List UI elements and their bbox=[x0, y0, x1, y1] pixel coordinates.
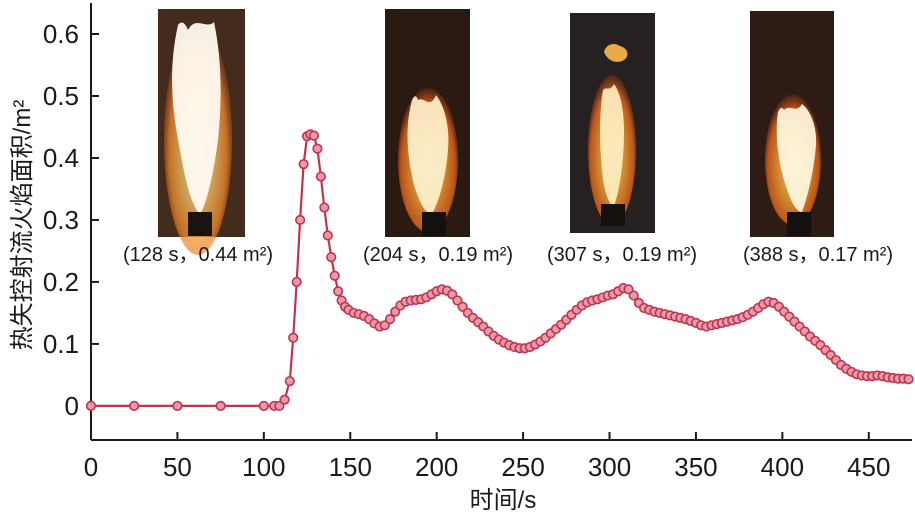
data-point bbox=[129, 400, 140, 412]
data-point bbox=[329, 270, 340, 281]
data-point bbox=[312, 143, 323, 154]
data-point bbox=[215, 400, 226, 412]
data-point bbox=[333, 286, 344, 297]
x-axis-title: 时间/s bbox=[470, 487, 537, 514]
flame-photo-2 bbox=[385, 9, 470, 237]
x-tick-label: 150 bbox=[329, 452, 372, 482]
x-axis: 0 50 100 150 200 250 300 350 400 450 bbox=[84, 432, 890, 482]
y-tick-label: 0.4 bbox=[43, 143, 79, 173]
data-point bbox=[319, 202, 330, 213]
x-tick-label: 0 bbox=[84, 452, 98, 482]
flame-photo-3 bbox=[570, 13, 655, 233]
data-point bbox=[295, 214, 306, 226]
x-tick-label: 350 bbox=[674, 452, 717, 482]
annotations: (128 s，0.44 m²) (204 s，0.19 m²) (307 s，0.1… bbox=[123, 244, 893, 266]
annotation-label: (388 s，0.17 m²) bbox=[743, 244, 893, 266]
data-point bbox=[279, 394, 290, 405]
y-tick-label: 0.3 bbox=[43, 205, 79, 235]
y-axis-title: 热失控射流火焰面积/m² bbox=[9, 100, 36, 351]
x-tick-label: 450 bbox=[847, 452, 890, 482]
axes-frame bbox=[90, 3, 912, 441]
y-tick-label: 0.2 bbox=[43, 267, 79, 297]
data-point bbox=[308, 130, 320, 141]
x-tick-label: 100 bbox=[242, 452, 285, 482]
x-tick-label: 300 bbox=[588, 452, 631, 482]
y-axis: 0 0.1 0.2 0.3 0.4 0.5 0.6 bbox=[43, 19, 99, 421]
y-tick-label: 0.5 bbox=[43, 81, 79, 111]
x-tick-label: 200 bbox=[415, 452, 458, 482]
data-point bbox=[326, 252, 337, 263]
annotation-label: (128 s，0.44 m²) bbox=[123, 244, 273, 266]
data-point bbox=[903, 374, 914, 385]
annotation-label: (204 s，0.19 m²) bbox=[363, 244, 513, 266]
data-point bbox=[172, 400, 183, 412]
data-point bbox=[315, 171, 326, 182]
data-series bbox=[85, 129, 914, 412]
data-point bbox=[322, 230, 333, 241]
data-point bbox=[258, 400, 269, 412]
data-point bbox=[298, 159, 309, 170]
y-tick-label: 0.1 bbox=[43, 329, 79, 359]
y-tick-label: 0 bbox=[65, 391, 79, 421]
flame-photo-1 bbox=[158, 9, 245, 255]
x-tick-label: 50 bbox=[163, 452, 192, 482]
x-tick-label: 250 bbox=[501, 452, 544, 482]
data-point bbox=[291, 276, 302, 288]
y-tick-label: 0.6 bbox=[43, 19, 79, 49]
data-point bbox=[288, 332, 299, 343]
data-point bbox=[284, 376, 295, 387]
data-point bbox=[85, 400, 97, 412]
data-point bbox=[628, 290, 639, 301]
flame-photo-4 bbox=[750, 11, 834, 237]
data-point bbox=[384, 314, 396, 325]
x-tick-label: 400 bbox=[761, 452, 804, 482]
annotation-label: (307 s，0.19 m²) bbox=[547, 244, 697, 266]
